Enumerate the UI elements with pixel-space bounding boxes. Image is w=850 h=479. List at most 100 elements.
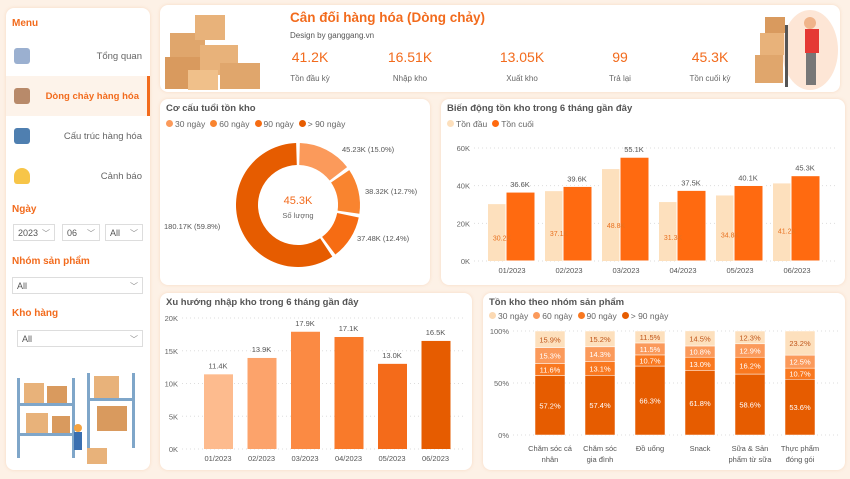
y-tick-label: 40K (457, 182, 470, 191)
kpi-label: Trả lại (609, 74, 631, 83)
chart-legend: 30 ngày 60 ngày 90 ngày > 90 ngày (489, 311, 668, 321)
segment-label: 23.2% (789, 339, 811, 348)
x-tick-label: Thực phẩm (781, 444, 819, 453)
delivery-man-illustration (755, 10, 838, 90)
boxes-illustration (165, 15, 260, 90)
bell-icon (14, 168, 30, 184)
dashboard-icon (14, 48, 30, 64)
x-tick-label: 05/2023 (726, 266, 753, 275)
segment-label: 12.5% (789, 358, 811, 367)
segment-label: 11.6% (540, 365, 561, 374)
stack-segment (634, 365, 666, 436)
donut-slice (299, 143, 348, 181)
bar-ton-cuoi (562, 185, 593, 262)
nav-label: Tổng quan (96, 50, 142, 62)
stock-trend-card: Biến động tồn kho trong 6 tháng gần đây … (441, 99, 845, 285)
bar-label: 55.1K (624, 145, 644, 154)
day-select[interactable]: All ﹀ (105, 224, 143, 241)
x-tick-label: 02/2023 (555, 266, 582, 275)
x-tick-label: 02/2023 (248, 454, 275, 463)
stack-segment (684, 330, 716, 347)
warehouse-value: All (22, 334, 33, 344)
segment-label: 11.5% (640, 345, 661, 354)
year-value: 2023 (18, 228, 39, 238)
kpi-ton-cuoi-ky: 45.3K Tồn cuối kỳ (665, 49, 755, 83)
donut-slice (331, 170, 360, 214)
bar-label: 30.2K (493, 236, 512, 243)
year-select[interactable]: 2023 ﹀ (13, 224, 55, 241)
slice-label: 38.32K (12.7%) (365, 187, 418, 196)
bar (334, 336, 364, 449)
x-tick-label: Chăm sóc (583, 444, 617, 453)
nav-tong-quan[interactable]: Tổng quan (6, 36, 150, 76)
segment-label: 57.2% (539, 401, 561, 410)
segment-label: 14.3% (589, 350, 611, 359)
chart-legend: 30 ngày 60 ngày 90 ngày > 90 ngày (166, 119, 345, 129)
kpi-value: 16.51K (387, 49, 433, 65)
stacked-bar-chart: 0% 50% 100% 57.2% 11.6% 15.3% 15.9% Chăm sóc cá… (490, 327, 840, 464)
segment-label: 10.7% (639, 356, 661, 365)
segment-label: 15.3% (539, 351, 561, 360)
kpi-value: 99 (612, 49, 628, 65)
x-tick-label: 01/2023 (204, 454, 231, 463)
chevron-down-icon: ﹀ (87, 229, 95, 238)
bar-label: 48.8K (607, 223, 626, 230)
structure-icon (14, 128, 30, 144)
chevron-down-icon: ﹀ (130, 335, 138, 344)
nav-label: Cảnh báo (100, 170, 142, 182)
bar-label: 36.6K (510, 180, 530, 189)
chart-title: Xu hướng nhập kho trong 6 tháng gần đây (166, 297, 359, 308)
nav-canh-bao[interactable]: Cảnh báo (6, 156, 150, 196)
x-tick-label: Đồ uống (636, 444, 664, 453)
legend-item: 30 ngày (166, 119, 205, 129)
boxes-icon (14, 88, 30, 104)
legend-item: 30 ngày (489, 311, 528, 321)
segment-label: 12.9% (739, 347, 761, 356)
bar-label: 41.2K (778, 228, 797, 235)
stack-segment (584, 330, 616, 348)
legend-item: > 90 ngày (298, 119, 345, 129)
y-tick-label: 60K (457, 144, 470, 153)
warehouse-label: Kho hàng (12, 308, 59, 319)
segment-label: 13.0% (689, 360, 711, 369)
bar-label: 11.4K (208, 361, 227, 370)
bar-label: 16.5K (426, 328, 446, 337)
bar (204, 374, 233, 449)
month-value: 06 (67, 228, 78, 238)
group-select[interactable]: All ﹀ (12, 277, 143, 294)
page-subtitle: Design by ganggang.vn (290, 31, 375, 40)
x-tick-label: 06/2023 (783, 266, 810, 275)
segment-label: 16.2% (739, 362, 761, 371)
x-tick-label: đóng gói (786, 455, 815, 464)
month-select[interactable]: 06 ﹀ (62, 224, 100, 241)
legend-item: 90 ngày (254, 119, 294, 129)
bar-ton-cuoi (619, 156, 650, 262)
y-tick-label: 0K (169, 445, 178, 454)
stock-bar-chart: 0K 20K 40K 60K 30.2K 36.6K 01/2023 37.1K 39.6K 02… (457, 144, 836, 275)
warehouse-select[interactable]: All ﹀ (17, 330, 143, 347)
x-tick-label: 06/2023 (422, 454, 449, 463)
chart-title: Biến động tồn kho trong 6 tháng gần đây (447, 103, 633, 114)
nav-label: Dòng chảy hàng hóa (45, 90, 139, 102)
y-tick-label: 100% (490, 327, 510, 336)
nav-cau-truc[interactable]: Cấu trúc hàng hóa (6, 116, 150, 156)
x-tick-label: Snack (690, 444, 711, 453)
bar-label: 45.3K (795, 164, 815, 173)
segment-label: 58.6% (739, 401, 761, 410)
date-label: Ngày (12, 204, 37, 215)
bar-ton-cuoi (676, 189, 707, 262)
y-tick-label: 0% (498, 431, 509, 440)
stack-segment (784, 330, 816, 356)
sidebar: Menu Tổng quan Dòng chảy hàng hóa Cấu tr… (6, 8, 150, 470)
segment-label: 57.4% (589, 401, 611, 410)
bar-label: 40.1K (738, 173, 758, 182)
segment-label: 15.9% (539, 335, 561, 344)
bar-label: 13.9K (252, 345, 272, 354)
nav-dong-chay[interactable]: Dòng chảy hàng hóa (6, 76, 150, 116)
stack-segment (684, 370, 716, 436)
bar (247, 357, 277, 449)
bar-label: 37.1K (550, 231, 569, 238)
slice-label: 37.48K (12.4%) (357, 234, 410, 243)
x-tick-label: gia đình (587, 455, 614, 464)
kpi-label: Xuất kho (506, 74, 538, 83)
